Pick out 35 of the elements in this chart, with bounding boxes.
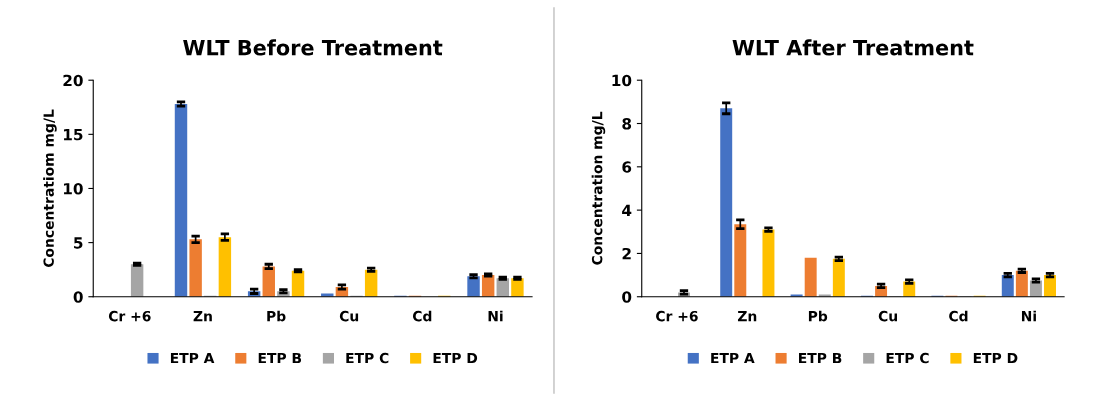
legend-label: ETP A [711,352,755,364]
x-tick-label: Ni [1021,310,1036,322]
y-tick-label: 10 [612,74,632,87]
x-tick-label: Ni [488,310,503,322]
x-tick-label: Cu [339,310,359,322]
x-tick-label: Zn [737,311,757,322]
y-tick-label: 4 [622,204,632,216]
y-tick-label: 10 [63,182,83,195]
chart-title: WLT Before Treatment [183,39,443,56]
x-tick-label: Cr +6 [108,310,151,322]
x-tick-label: Pb [267,310,286,322]
legend-label: ETP C [886,352,929,364]
legend-label: ETP D [973,352,1018,364]
legend-label: ETP A [170,352,215,364]
y-tick-label: 20 [63,74,83,87]
y-tick-label: 0 [73,291,83,303]
x-tick-label: Cu [878,310,897,322]
y-tick-label: 2 [622,247,631,260]
legend-label: ETP B [799,352,842,364]
legend-label: ETP C [346,352,389,364]
y-axis-title: Concentration mg/L [591,111,606,265]
x-tick-label: Zn [193,311,212,322]
x-tick-label: Cd [412,310,432,322]
legend-label: ETP B [258,352,302,364]
y-tick-label: 6 [622,161,632,173]
chart-title: WLT After Treatment [732,39,974,56]
y-tick-label: 5 [74,237,83,249]
x-tick-label: Cd [949,310,968,322]
x-tick-label: Pb [808,310,828,322]
legend-label: ETP D [433,352,478,364]
x-tick-label: Cr +6 [656,310,698,322]
y-tick-label: 0 [622,291,632,303]
y-tick-label: 8 [622,117,632,130]
y-axis-title: Concentratiom mg/L [43,109,57,268]
y-tick-label: 15 [63,129,83,141]
